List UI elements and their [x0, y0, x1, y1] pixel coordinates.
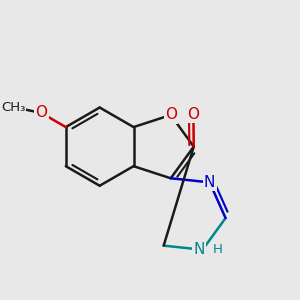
Text: N: N: [194, 242, 205, 257]
Text: N: N: [204, 175, 215, 190]
Text: O: O: [165, 107, 177, 122]
Text: O: O: [188, 107, 200, 122]
Text: O: O: [35, 106, 47, 121]
Text: CH₃: CH₃: [1, 101, 26, 114]
Text: H: H: [212, 243, 222, 256]
